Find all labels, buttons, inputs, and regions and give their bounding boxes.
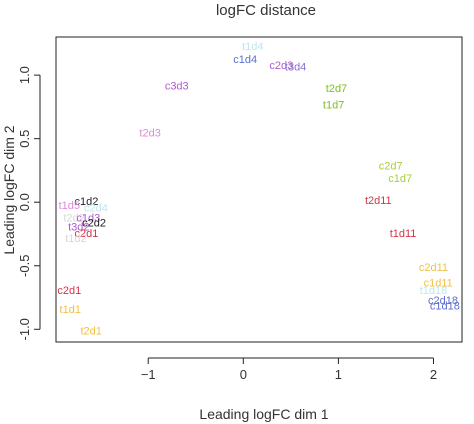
point-label-c2d1: c2d1 [57,285,81,297]
point-label-c1d4: c1d4 [233,54,257,66]
point-label-c2d18: c2d18 [428,295,458,307]
y-tick-label: -1.0 [17,318,32,340]
x-tick-label: 2 [430,367,437,382]
point-label-c1d7: c1d7 [388,173,412,185]
point-label-c2d2: c2d2 [82,218,106,230]
point-label-t1d5: t1d5 [59,200,80,212]
point-label-t2d2: t2d2 [63,213,84,225]
point-label-t1d18: t1d18 [420,285,448,297]
y-tick-label: 0.0 [17,193,32,211]
y-tick-label: 0.5 [17,130,32,148]
x-axis: −1 0 1 2 [141,357,437,382]
y-tick-label: -0.5 [17,255,32,277]
point-label-c2d7: c2d7 [379,161,403,173]
point-label-c1d3: c1d3 [76,213,100,225]
plot-frame [55,36,463,343]
x-tick-label: −1 [141,367,156,382]
point-label-c3d3: c3d3 [165,80,189,92]
point-label-t2d11: t2d11 [365,195,392,207]
point-label-c1d18: c1d18 [430,300,460,312]
point-label-t1d11: t1d11 [390,228,417,240]
point-label-c2d4: c2d4 [84,202,108,214]
point-label-t1d4: t1d4 [242,41,263,53]
point-label-t1d1: t1d1 [60,304,81,316]
point-label-c2d3: c2d3 [269,60,293,72]
chart-title: logFC distance [216,2,316,19]
point-label-c2d1: c2d1 [74,228,98,240]
x-tick-label: 0 [240,367,247,382]
x-axis-title: Leading logFC dim 1 [199,406,328,422]
point-label-c1d2: c1d2 [74,196,98,208]
point-label-t1d2: t1d2 [65,233,86,245]
point-label-c2d11: c2d11 [419,262,448,274]
y-axis-title: Leading logFC dim 2 [1,125,17,254]
point-label-t2d1: t2d1 [80,326,101,338]
point-label-c1d11: c1d11 [424,277,453,289]
point-label-t1d7: t1d7 [323,100,344,112]
point-label-t2d3: t2d3 [139,127,160,139]
y-tick-label: 1.0 [17,66,32,84]
point-label-t3d2: t3d2 [68,222,89,234]
x-tick-label: 1 [335,367,342,382]
y-axis: -1.0 -0.5 0.0 0.5 1.0 [17,66,41,340]
point-label-t3d4: t3d4 [285,61,306,73]
point-label-t2d7: t2d7 [326,83,347,95]
